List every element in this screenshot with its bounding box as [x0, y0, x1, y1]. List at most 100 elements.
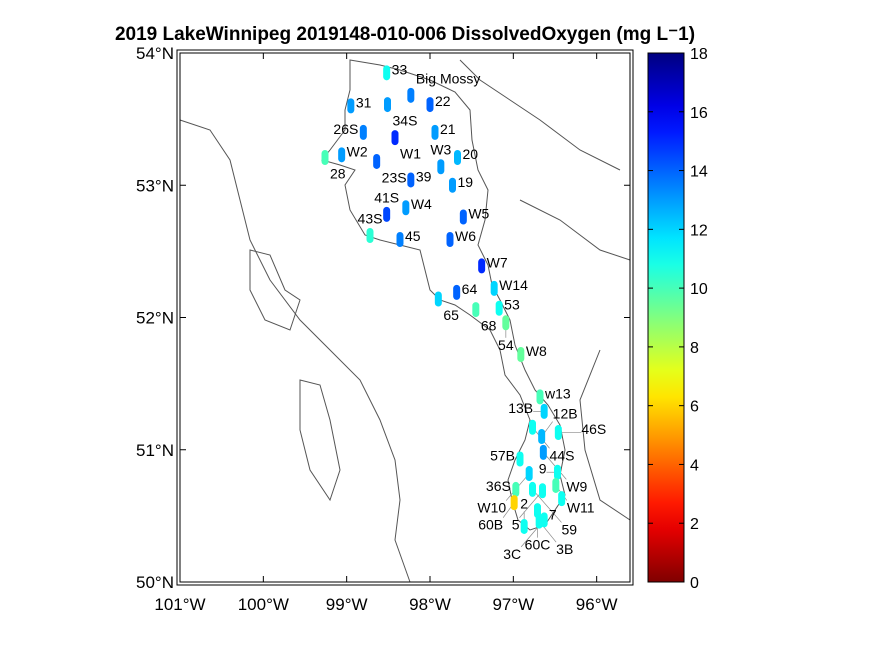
colorbar-tick-label: 10 [690, 281, 708, 298]
station-marker [347, 98, 355, 114]
station-label: W2 [347, 143, 368, 159]
station-label: 41S [374, 189, 399, 205]
colorbar-tick-label: 18 [690, 46, 708, 63]
station-label: W14 [499, 277, 528, 293]
station-marker [525, 466, 533, 482]
colorbar-tick-label: 16 [690, 105, 708, 122]
station-marker [391, 130, 399, 146]
station-label: W7 [487, 254, 508, 270]
station-marker [516, 451, 524, 467]
station-marker [437, 159, 445, 175]
station-label: 20 [463, 146, 479, 162]
station-label: 5 [512, 517, 520, 533]
station-label: 19 [458, 174, 474, 190]
station-label: Big Mossy [416, 70, 481, 86]
station-marker [538, 429, 546, 445]
station-label: W6 [455, 228, 476, 244]
coastline-path [249, 249, 301, 331]
station-marker [373, 153, 381, 169]
station-marker [407, 172, 415, 188]
station-label: w13 [544, 385, 571, 401]
coastline-path [519, 199, 631, 261]
station-label: 22 [435, 93, 451, 109]
station-label: 46S [581, 421, 606, 437]
station-marker [554, 425, 562, 441]
station-marker [554, 464, 561, 480]
x-tick-label: 98°W [409, 595, 451, 614]
station-label: 45 [405, 228, 421, 244]
station-marker [431, 124, 439, 140]
station-marker [552, 477, 560, 493]
station-marker [459, 209, 467, 225]
station-label: W1 [400, 146, 421, 162]
station-label: W10 [477, 500, 506, 516]
station-marker [426, 97, 434, 113]
station-marker [512, 481, 520, 497]
station-marker [472, 302, 480, 318]
station-marker [383, 65, 391, 81]
station-label: 43S [358, 211, 383, 227]
station-label: 3C [503, 546, 521, 562]
chart-title: 2019 LakeWinnipeg 2019148-010-006 Dissol… [115, 24, 695, 45]
y-tick-label: 50°N [136, 573, 174, 592]
station-label: W3 [430, 142, 451, 158]
station-marker [321, 149, 329, 165]
station-label: 3B [556, 541, 573, 557]
station-label: 57B [490, 448, 515, 464]
station-label: 68 [481, 318, 497, 334]
station-marker [454, 149, 461, 165]
station-label: 7 [549, 507, 557, 523]
station-marker [338, 147, 346, 163]
station-label: 65 [443, 307, 459, 323]
station-marker [520, 518, 528, 534]
station-label: 26S [333, 121, 358, 137]
station-label: W4 [411, 196, 432, 212]
frame-outer [176, 49, 634, 586]
station-label: W8 [526, 343, 547, 359]
station-label: 21 [440, 121, 456, 137]
station-marker [396, 231, 404, 247]
station-marker [502, 315, 510, 331]
station-marker [383, 206, 391, 222]
colorbar-tick-label: 2 [690, 516, 699, 533]
station-label: W5 [468, 205, 489, 221]
station-label: 60B [478, 517, 503, 533]
colorbar-tick-label: 14 [690, 164, 708, 181]
colorbar-gradient [647, 52, 685, 583]
station-marker [490, 280, 498, 296]
station-marker [517, 347, 525, 363]
station-marker [539, 444, 547, 460]
x-tick-label: 96°W [576, 595, 618, 614]
station-label: 54 [498, 337, 514, 353]
x-tick-label: 101°W [154, 595, 205, 614]
station-marker [478, 258, 486, 274]
station-marker [529, 419, 536, 435]
y-tick-label: 54°N [136, 44, 174, 63]
coastline-path [299, 379, 341, 502]
coastline-path [459, 59, 621, 171]
station-marker [449, 177, 456, 193]
station-label: 13B [508, 400, 533, 416]
station-label: 31 [356, 94, 372, 110]
label-leader-line [519, 490, 543, 518]
x-tick-label: 97°W [492, 595, 534, 614]
y-tick-label: 53°N [136, 176, 174, 195]
label-leader-line [532, 489, 562, 523]
station-label: 36S [486, 478, 511, 494]
y-tick-label: 51°N [136, 441, 174, 460]
station-label: 33 [392, 61, 408, 77]
station-marker [540, 512, 548, 528]
station-label: 34S [393, 113, 418, 129]
coastline-path [179, 119, 411, 583]
station-label: 12B [553, 406, 578, 422]
station-marker [453, 284, 461, 300]
colorbar: 0 2 4 6 8 10 12 14 16 18 [647, 46, 708, 592]
station-marker [366, 228, 374, 244]
station-marker [434, 291, 442, 307]
station-label: 59 [562, 521, 578, 537]
station-marker [359, 124, 367, 140]
station-label: 53 [504, 297, 520, 313]
